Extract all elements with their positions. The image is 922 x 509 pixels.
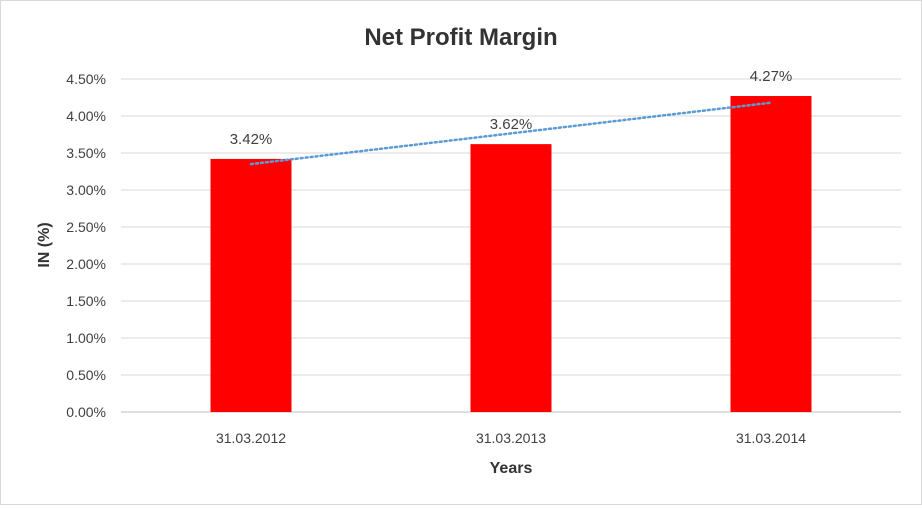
data-label: 3.62% xyxy=(490,116,533,133)
x-tick-label: 31.03.2012 xyxy=(216,430,286,446)
y-tick-label: 1.50% xyxy=(66,293,106,309)
y-axis-ticks: 0.00% 0.50% 1.00% 1.50% 2.00% 2.50% 3.00% 3.50%… xyxy=(66,71,106,420)
trendline xyxy=(249,101,773,166)
y-tick-label: 4.50% xyxy=(66,71,106,87)
y-tick-label: 4.00% xyxy=(66,108,106,124)
y-tick-label: 3.00% xyxy=(66,182,106,198)
data-label: 3.42% xyxy=(230,131,273,148)
x-axis-ticks: 31.03.2012 31.03.2013 31.03.2014 xyxy=(216,430,806,446)
y-tick-label: 2.50% xyxy=(66,219,106,235)
y-tick-label: 0.50% xyxy=(66,367,106,383)
y-tick-label: 3.50% xyxy=(66,145,106,161)
y-tick-label: 1.00% xyxy=(66,330,106,346)
chart-title: Net Profit Margin xyxy=(364,24,557,51)
data-labels: 3.42% 3.62% 4.27% xyxy=(230,68,793,148)
x-tick-label: 31.03.2014 xyxy=(736,430,806,446)
y-tick-label: 2.00% xyxy=(66,256,106,272)
trendline-group xyxy=(249,101,773,166)
bar xyxy=(210,158,292,412)
bars xyxy=(210,96,812,413)
bar xyxy=(470,144,552,412)
data-label: 4.27% xyxy=(750,68,793,85)
x-axis-label: Years xyxy=(490,460,533,477)
x-tick-label: 31.03.2013 xyxy=(476,430,546,446)
bar xyxy=(730,96,812,413)
y-tick-label: 0.00% xyxy=(66,404,106,420)
y-axis-label: IN (%) xyxy=(36,222,53,267)
